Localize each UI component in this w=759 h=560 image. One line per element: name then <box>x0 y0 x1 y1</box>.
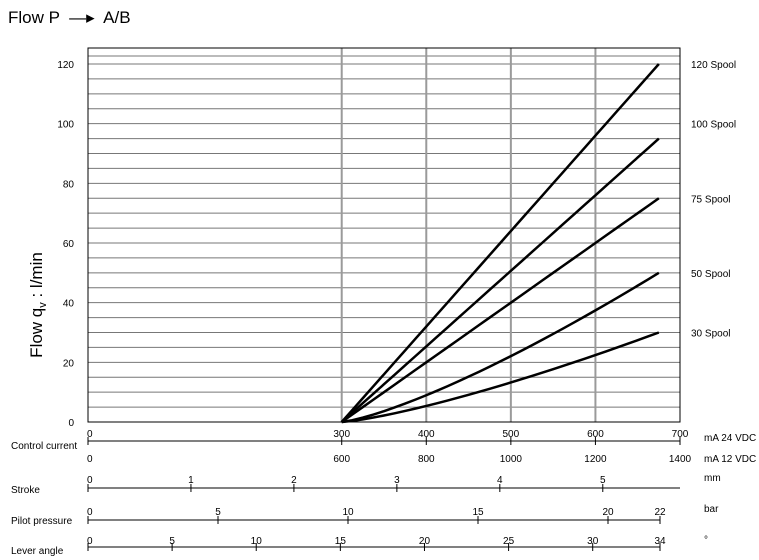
scale-tick-label: 700 <box>672 429 689 440</box>
y-tick-label: 0 <box>68 418 74 429</box>
series-label: 50 Spool <box>691 269 730 280</box>
scale-tick-label: 10 <box>342 507 354 518</box>
scale-tick-label: 10 <box>251 536 263 547</box>
series-line <box>340 63 660 423</box>
scale-tick-label: 30 <box>587 536 599 547</box>
scale-tick-label: 0 <box>87 507 93 518</box>
scale-tick-label: 2 <box>291 475 297 486</box>
scale-tick-label: 300 <box>333 429 350 440</box>
series-line <box>341 331 660 424</box>
scale-tick-label: 0 <box>87 454 93 465</box>
scale-tick-label: 5 <box>169 536 175 547</box>
scale-tick-label: 5 <box>215 507 221 518</box>
scale-tick-label: 4 <box>497 475 503 486</box>
series-label: 30 Spool <box>691 329 730 340</box>
scale-name: Control current <box>11 441 77 452</box>
scale-unit: bar <box>704 504 719 515</box>
scale-tick-label: 1000 <box>500 454 523 465</box>
y-axis-label-sub: v <box>37 302 49 308</box>
series-label: 75 Spool <box>691 194 730 205</box>
y-axis-label: Flow qv : l/min <box>27 252 49 358</box>
grid <box>88 48 680 422</box>
y-tick-label: 60 <box>63 239 75 250</box>
scale-tick-label: 600 <box>587 429 604 440</box>
series-label: 100 Spool <box>691 120 736 131</box>
scale-unit: mA 12 VDC <box>704 454 756 465</box>
scale-tick-label: 15 <box>335 536 347 547</box>
scale-tick-label: 800 <box>418 454 435 465</box>
series-label: 120 Spool <box>691 60 736 71</box>
y-tick-label: 100 <box>57 120 74 131</box>
scale-tick-label: 1 <box>188 475 194 486</box>
series-line <box>340 137 660 423</box>
scale-tick-label: 5 <box>600 475 606 486</box>
scale-tick-label: 1400 <box>669 454 692 465</box>
scale-tick-label: 600 <box>333 454 350 465</box>
scale-tick-label: 34 <box>654 536 666 547</box>
plot-frame <box>87 47 681 423</box>
scale-tick-label: 0 <box>87 536 93 547</box>
scale-unit: mm <box>704 473 721 484</box>
scale-tick-label: 1200 <box>584 454 607 465</box>
scale-tick-label: 0 <box>87 475 93 486</box>
series-line <box>341 271 660 424</box>
scale-tick-label: 25 <box>503 536 515 547</box>
scale-name: Pilot pressure <box>11 516 73 527</box>
scale-tick-label: 0 <box>87 429 93 440</box>
y-axis-label-tail: : l/min <box>27 252 46 302</box>
series-labels: 120 Spool 100 Spool 75 Spool 50 Spool 30 Spo… <box>691 60 736 340</box>
chart-title: Flow P ―▸ A/B <box>8 8 131 28</box>
scale-name: Lever angle <box>11 546 64 557</box>
y-tick-label: 40 <box>63 299 75 310</box>
scale-unit: ° <box>704 535 708 546</box>
chart-title-text: Flow P <box>8 8 60 27</box>
y-tick-label: 20 <box>63 358 75 369</box>
scale-tick-label: 20 <box>419 536 431 547</box>
scale-tick-label: 22 <box>654 507 666 518</box>
series-line <box>340 197 660 424</box>
scale-unit: mA 24 VDC <box>704 433 756 444</box>
scale-tick-label: 3 <box>394 475 400 486</box>
series-group <box>340 63 660 424</box>
y-tick-label: 80 <box>63 179 75 190</box>
scale-tick-label: 400 <box>418 429 435 440</box>
y-axis: 0 20 40 60 80 100 120 <box>57 60 74 429</box>
y-tick-label: 120 <box>57 60 74 71</box>
scale-name: Stroke <box>11 485 40 496</box>
scale-tick-label: 20 <box>602 507 614 518</box>
scale-tick-label: 15 <box>472 507 484 518</box>
y-axis-label-main: Flow q <box>27 308 46 358</box>
chart-title-target: A/B <box>103 8 131 27</box>
arrow-right-icon: ―▸ <box>64 8 100 27</box>
scale-tick-label: 500 <box>503 429 520 440</box>
